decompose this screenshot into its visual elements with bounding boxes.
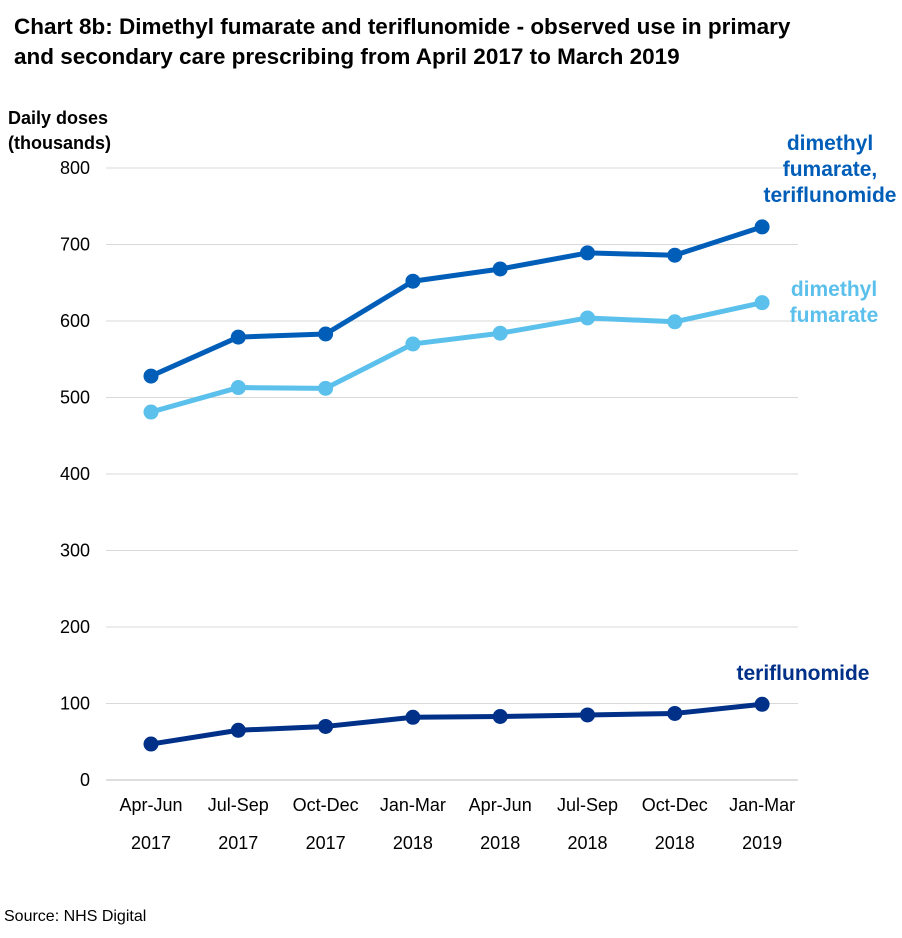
x-tick-label-year: 2018 (567, 833, 607, 853)
data-point (143, 736, 159, 752)
series-label-line: dimethyl (791, 278, 877, 301)
y-axis-label: Daily doses (thousands) (8, 106, 111, 156)
series-label-line: teriflunomide (763, 184, 896, 207)
x-tick-label-year: 2018 (655, 833, 695, 853)
series-label-line: fumarate, (783, 158, 878, 181)
y-axis-label-line-1: Daily doses (8, 108, 109, 128)
x-tick-label-period: Oct-Dec (293, 795, 359, 815)
series-labels: dimethyl fumarate, teriflunomide dimethyl fu… (736, 132, 896, 685)
data-point (405, 709, 421, 725)
x-axis-ticks: Apr-Jun 2017 Jul-Sep 2017 Oct-Dec 2017 Jan-Mar… (119, 795, 795, 853)
data-point (405, 336, 421, 352)
y-tick-label-800: 800 (60, 158, 90, 178)
series-line-2 (148, 701, 765, 747)
data-point (143, 368, 159, 384)
x-tick-label-period: Oct-Dec (642, 795, 708, 815)
series-label-1: dimethyl fumarate (790, 278, 879, 327)
y-tick-label-0: 0 (80, 770, 90, 790)
data-point (230, 722, 246, 738)
x-tick-label-period: Apr-Jun (119, 795, 182, 815)
data-point (754, 696, 770, 712)
y-tick-label-600: 600 (60, 311, 90, 331)
y-axis-label-line-2: (thousands) (8, 133, 111, 153)
x-tick-label-period: Jan-Mar (729, 795, 795, 815)
x-tick-label-period: Jan-Mar (380, 795, 446, 815)
x-tick-label-year: 2017 (218, 833, 258, 853)
series-lines (143, 219, 770, 752)
data-point (230, 380, 246, 396)
y-axis-ticks: 0 100 200 300 400 500 600 700 800 (60, 158, 90, 790)
source-note: Source: NHS Digital (4, 908, 147, 925)
series-line-1 (148, 300, 765, 415)
chart-title-line-1: Chart 8b: Dimethyl fumarate and teriflun… (14, 14, 791, 39)
x-tick-label-year: 2019 (742, 833, 782, 853)
data-point (667, 314, 683, 330)
y-tick-label-200: 200 (60, 617, 90, 637)
y-tick-label-400: 400 (60, 464, 90, 484)
series-line-0 (148, 224, 765, 379)
data-point (667, 247, 683, 263)
data-point (492, 709, 508, 725)
chart-title: Chart 8b: Dimethyl fumarate and teriflun… (14, 12, 894, 72)
series-label-0: dimethyl fumarate, teriflunomide (763, 132, 896, 207)
data-point (492, 261, 508, 277)
data-point (754, 295, 770, 311)
data-point (230, 329, 246, 345)
data-point (143, 404, 159, 420)
y-tick-label-300: 300 (60, 541, 90, 561)
x-tick-label-period: Jul-Sep (208, 795, 269, 815)
x-tick-label-period: Apr-Jun (469, 795, 532, 815)
x-tick-label-year: 2018 (480, 833, 520, 853)
chart-title-line-2: and secondary care prescribing from Apri… (14, 44, 680, 69)
data-point (580, 310, 595, 326)
series-label-line: dimethyl (787, 132, 873, 155)
series-label-line: fumarate (790, 304, 879, 327)
x-tick-label-year: 2018 (393, 833, 433, 853)
data-point (318, 718, 334, 734)
y-tick-label-500: 500 (60, 388, 90, 408)
x-tick-label-period: Jul-Sep (557, 795, 618, 815)
y-tick-label-700: 700 (60, 235, 90, 255)
gridlines (106, 167, 798, 781)
series-label-line: teriflunomide (736, 662, 869, 685)
data-point (580, 707, 595, 723)
data-point (754, 219, 770, 235)
data-point (405, 273, 421, 289)
series-label-2: teriflunomide (736, 662, 869, 685)
x-tick-label-year: 2017 (306, 833, 346, 853)
data-point (580, 245, 595, 261)
data-point (318, 380, 334, 396)
data-point (318, 326, 334, 342)
line-chart: 0 100 200 300 400 500 600 700 800 Apr-Jun 2017 Jul… (60, 132, 897, 853)
data-point (492, 325, 508, 341)
x-tick-label-year: 2017 (131, 833, 171, 853)
data-point (667, 705, 683, 721)
y-tick-label-100: 100 (60, 694, 90, 714)
